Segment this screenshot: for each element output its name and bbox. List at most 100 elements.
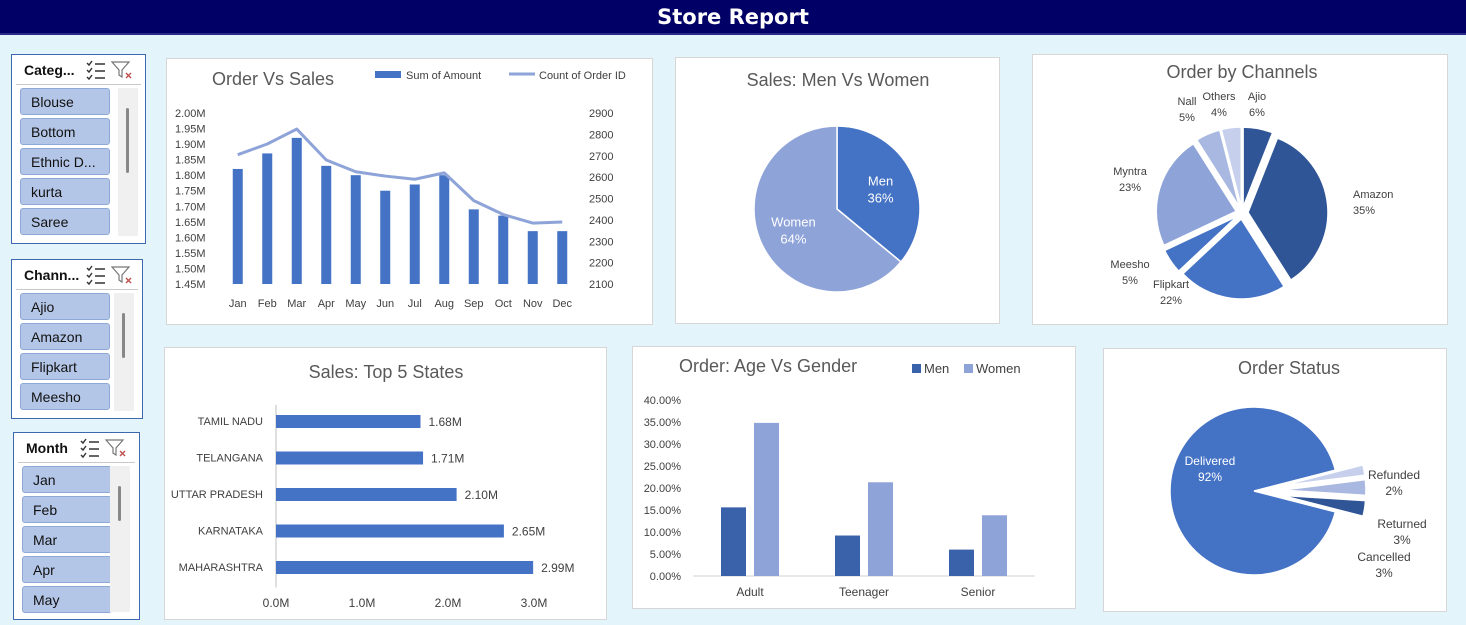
chart-title: Order by Channels: [1166, 62, 1317, 82]
pie-slice: [753, 125, 903, 293]
slicer-scrollbar[interactable]: [110, 466, 130, 612]
scroll-thumb[interactable]: [118, 486, 121, 521]
slicer-item[interactable]: kurta: [20, 178, 110, 205]
legend-label: Count of Order ID: [539, 70, 626, 82]
y-tick-label: UTTAR PRADESH: [171, 489, 263, 501]
slicer-item[interactable]: Apr: [22, 556, 112, 583]
order-vs-sales-svg: Order Vs Sales Sum of Amount Count of Orde…: [175, 69, 626, 310]
bar: [982, 515, 1007, 576]
slicer-item[interactable]: Ethnic D...: [20, 148, 110, 175]
clear-filter-icon[interactable]: [110, 264, 134, 286]
clear-filter-icon[interactable]: [104, 437, 128, 459]
slicer-items: Ajio Amazon Flipkart Meesho: [20, 293, 110, 413]
bar: [276, 451, 424, 465]
data-label: 5%: [1179, 112, 1195, 124]
x-tick-label: Apr: [318, 298, 335, 310]
slicer-item[interactable]: Ajio: [20, 293, 110, 320]
data-label: 1.71M: [431, 452, 464, 466]
slicer-scrollbar[interactable]: [114, 293, 134, 411]
bar: [439, 175, 450, 284]
data-label: 2.99M: [541, 561, 574, 575]
bar: [409, 184, 420, 284]
top-states-chart[interactable]: Sales: Top 5 States TAMIL NADU 1.68M TELANG…: [164, 347, 607, 620]
slicer-scrollbar[interactable]: [118, 88, 138, 236]
bar: [291, 137, 302, 284]
bar: [380, 190, 391, 284]
x-tick-label: Adult: [736, 585, 764, 599]
pie-slice: [1247, 137, 1329, 282]
slicer-item[interactable]: Jan: [22, 466, 112, 493]
data-label: 3%: [1393, 533, 1411, 547]
y-tick-label: 5.00%: [650, 549, 681, 561]
slicer-item[interactable]: Feb: [22, 496, 112, 523]
pie-slice: [1220, 126, 1242, 208]
x-tick-label: Feb: [258, 298, 277, 310]
order-by-channels-svg: Order by Channels Ajio 6% Amazon 35% Flipkart…: [1110, 62, 1393, 307]
chart-title: Order: Age Vs Gender: [679, 356, 857, 376]
multi-select-icon[interactable]: [78, 437, 102, 459]
order-vs-sales-chart[interactable]: Order Vs Sales Sum of Amount Count of Orde…: [166, 58, 653, 325]
x-tick-label: Jan: [229, 298, 247, 310]
data-label: 23%: [1119, 182, 1141, 194]
bar: [721, 507, 746, 576]
order-status-chart[interactable]: Order Status Delivered 92% Refunded 2% Return…: [1103, 348, 1447, 612]
slicer-item[interactable]: Bottom: [20, 118, 110, 145]
y2-tick-label: 2200: [589, 258, 613, 270]
x-tick-label: Senior: [961, 585, 996, 599]
order-by-channels-chart[interactable]: Order by Channels Ajio 6% Amazon 35% Flipkart…: [1032, 54, 1448, 325]
data-label: Ajio: [1248, 91, 1266, 103]
scroll-thumb[interactable]: [126, 108, 129, 173]
slicer-item[interactable]: Blouse: [20, 88, 110, 115]
slicer-item[interactable]: Amazon: [20, 323, 110, 350]
y2-tick-label: 2300: [589, 236, 613, 248]
age-vs-gender-chart[interactable]: Order: Age Vs Gender Men Women 40.00% 35.00%…: [632, 346, 1076, 609]
slicer-item[interactable]: Meesho: [20, 383, 110, 410]
bar: [276, 561, 534, 574]
legend-swatch: [964, 364, 973, 373]
bar: [276, 488, 457, 501]
slicer-item[interactable]: May: [22, 586, 112, 613]
pie-slice: [1281, 463, 1366, 487]
pie-slice: [1169, 406, 1337, 576]
y-tick-label: 1.55M: [175, 248, 206, 260]
scroll-thumb[interactable]: [122, 313, 125, 358]
y-tick-label: 35.00%: [644, 417, 682, 429]
data-label: Flipkart: [1153, 279, 1189, 291]
data-label: 2.65M: [512, 525, 545, 539]
data-label: 1.68M: [428, 415, 461, 429]
data-label: Others: [1202, 91, 1236, 103]
slicer-header: Month: [18, 433, 135, 463]
data-label: Women: [771, 214, 816, 229]
multi-select-icon[interactable]: [84, 59, 108, 81]
men-vs-women-chart[interactable]: Sales: Men Vs Women Men 36% Women 64%: [675, 57, 1000, 324]
x-tick-label: May: [345, 298, 366, 310]
bar: [276, 415, 421, 428]
legend-label: Women: [976, 361, 1021, 376]
y-tick-label: 1.65M: [175, 217, 206, 229]
clear-filter-icon[interactable]: [110, 59, 134, 81]
month-slicer[interactable]: Month Jan Feb Mar Apr May: [13, 432, 140, 620]
category-slicer[interactable]: Categ... Blouse Bottom Ethnic D... kurta Sar…: [11, 54, 146, 244]
bar: [527, 231, 538, 284]
slicer-item[interactable]: Mar: [22, 526, 112, 553]
y-tick-label: 1.85M: [175, 155, 206, 167]
data-label: 64%: [780, 231, 806, 246]
data-label: Nall: [1178, 96, 1197, 108]
y-tick-label: MAHARASHTRA: [179, 562, 264, 574]
slicer-item[interactable]: Flipkart: [20, 353, 110, 380]
x-tick-label: Jun: [376, 298, 394, 310]
bar: [468, 209, 479, 284]
y-tick-label: 40.00%: [644, 395, 682, 407]
slicer-item[interactable]: Saree: [20, 208, 110, 235]
bar: [276, 524, 504, 538]
y2-tick-label: 2800: [589, 129, 613, 141]
data-label: Delivered: [1185, 454, 1236, 468]
y-tick-label: 2.00M: [175, 108, 206, 120]
chart-title: Order Vs Sales: [212, 69, 334, 89]
slicer-header: Chann...: [16, 260, 138, 290]
data-label: 35%: [1353, 205, 1375, 217]
bar: [557, 231, 568, 284]
age-vs-gender-svg: Order: Age Vs Gender Men Women 40.00% 35.00%…: [644, 356, 1035, 599]
multi-select-icon[interactable]: [84, 264, 108, 286]
channel-slicer[interactable]: Chann... Ajio Amazon Flipkart Meesho: [11, 259, 143, 419]
